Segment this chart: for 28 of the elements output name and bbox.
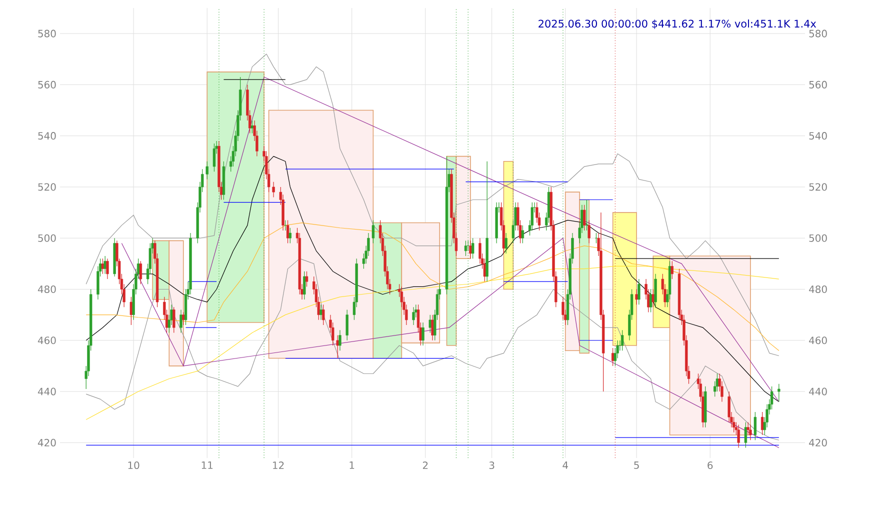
y2-tick-label: 520 bbox=[809, 183, 827, 191]
y-tick-label: 420 bbox=[38, 438, 56, 446]
y-tick-label: 560 bbox=[38, 80, 56, 88]
y-tick-label: 460 bbox=[38, 336, 56, 344]
y-tick-label: 480 bbox=[38, 285, 56, 294]
x-tick-label: 4 bbox=[562, 462, 568, 469]
y-tick-label: 500 bbox=[38, 234, 56, 242]
y-tick-label: 440 bbox=[38, 388, 56, 396]
x-tick-label: 12 bbox=[273, 462, 284, 469]
y2-tick-label: 420 bbox=[809, 438, 827, 446]
y-tick-label: 580 bbox=[38, 30, 56, 38]
x-tick-label: 5 bbox=[634, 462, 639, 469]
text: 2025.06.30 00:00:00 $441.62 1.17% vol:451.1K 1.4x bbox=[538, 20, 816, 29]
y-tick-label: 520 bbox=[38, 183, 56, 191]
y2-tick-label: 580 bbox=[809, 30, 827, 38]
x-tick-label: 6 bbox=[708, 462, 713, 470]
x-tick-label: 11 bbox=[202, 462, 213, 469]
y2-tick-label: 440 bbox=[809, 388, 827, 396]
y-tick-label: 540 bbox=[38, 132, 56, 140]
y2-tick-label: 480 bbox=[809, 285, 827, 294]
x-tick-label: 1 bbox=[350, 462, 354, 469]
y2-tick-label: 460 bbox=[809, 336, 827, 344]
x-tick-label: 3 bbox=[489, 462, 494, 470]
y2-tick-label: 500 bbox=[809, 234, 827, 242]
y2-tick-label: 540 bbox=[809, 132, 827, 140]
x-tick-label: 2 bbox=[422, 462, 428, 469]
y2-tick-label: 560 bbox=[809, 80, 827, 88]
x-tick-label: 10 bbox=[128, 462, 140, 470]
